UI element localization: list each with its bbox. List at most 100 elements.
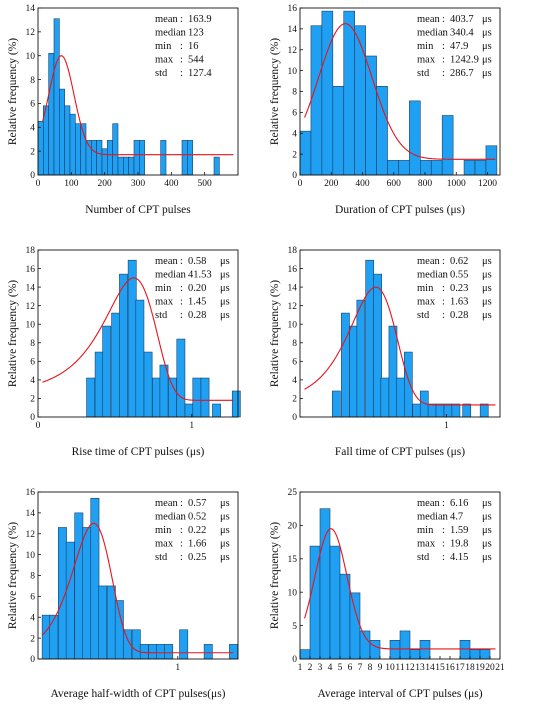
stat-separator: :	[180, 539, 183, 550]
histogram-bar	[395, 377, 405, 418]
x-tick-label: 7	[358, 663, 363, 673]
stat-label: std	[155, 552, 168, 563]
y-tick-label: 2	[30, 634, 35, 644]
stat-unit: μs	[482, 512, 492, 523]
histogram-bar	[329, 545, 341, 660]
stat-label: std	[417, 310, 430, 321]
histogram-bar	[94, 351, 104, 418]
stat-label: min	[155, 41, 172, 52]
histogram-bar	[409, 649, 421, 660]
stat-value: 163.9	[188, 14, 212, 25]
x-tick-label: 4	[328, 663, 333, 673]
histogram-bar	[65, 541, 75, 660]
histogram-bar	[48, 53, 55, 176]
histogram-bar	[229, 644, 238, 660]
stat-value: 1.45	[188, 297, 206, 308]
histogram-bar	[159, 364, 169, 418]
histogram-bar	[117, 156, 124, 176]
stat-separator: :	[180, 55, 183, 66]
histogram-bar	[101, 148, 108, 176]
histogram-bar	[200, 377, 210, 418]
stat-label: max	[417, 297, 436, 308]
y-tick-label: 16	[288, 4, 298, 14]
histogram-bar	[462, 403, 472, 418]
stat-value: 544	[188, 55, 205, 66]
stat-unit: μs	[482, 256, 492, 267]
histogram-bar	[474, 160, 487, 176]
histogram-bar	[399, 630, 411, 660]
stat-label: max	[155, 55, 174, 66]
histogram-bar	[91, 140, 97, 176]
histogram-bar	[356, 299, 366, 418]
histogram-bar	[82, 527, 92, 660]
stat-label: mean	[417, 14, 440, 25]
x-tick-label: 6	[348, 663, 353, 673]
histogram-bar	[90, 497, 100, 660]
stat-value: 0.52	[188, 512, 206, 523]
y-tick-label: 8	[292, 88, 297, 98]
histogram-bar	[299, 130, 312, 176]
gaussian-fit-curve	[304, 528, 496, 650]
histogram-bar	[127, 259, 137, 418]
stat-unit: μs	[220, 512, 230, 523]
y-tick-label: 0	[30, 413, 35, 423]
stat-separator: :	[442, 68, 445, 79]
stat-separator: :	[180, 525, 183, 536]
y-tick-label: 4	[30, 123, 35, 133]
stat-label: median	[417, 28, 449, 39]
histogram-bar	[187, 140, 193, 176]
stat-label: max	[155, 539, 174, 550]
stat-label: std	[417, 552, 430, 563]
stat-separator: :	[442, 310, 445, 321]
x-tick-label: 12	[405, 663, 415, 673]
stat-unit: μs	[482, 498, 492, 509]
x-tick-label: 200	[324, 179, 339, 189]
y-axis-label: Relative frequency (%)	[7, 522, 19, 629]
y-tick-label: 8	[30, 572, 35, 582]
histogram-bar	[59, 88, 65, 176]
histogram-bar	[102, 325, 112, 418]
stat-unit: μs	[220, 283, 230, 294]
histogram-bar	[69, 113, 76, 176]
stat-value: 47.9	[450, 41, 468, 52]
x-tick-label: 3	[318, 663, 323, 673]
y-tick-label: 0	[30, 655, 35, 665]
histogram-bar	[75, 123, 81, 176]
x-tick-label: 800	[418, 179, 433, 189]
histogram-bar	[96, 140, 103, 176]
stat-label: median	[155, 512, 187, 523]
x-tick-label: 20	[485, 663, 495, 673]
stat-unit: μs	[482, 55, 492, 66]
histogram-bar	[380, 377, 390, 418]
x-tick-label: 1	[189, 421, 194, 431]
stat-value: 0.62	[450, 256, 468, 267]
histogram-bar	[441, 115, 454, 176]
stat-separator: :	[180, 552, 183, 563]
stat-value: 1.63	[450, 297, 468, 308]
y-tick-label: 10	[288, 320, 298, 330]
stat-unit: μs	[482, 270, 492, 281]
histogram-bar	[179, 629, 189, 660]
y-tick-label: 18	[288, 246, 298, 256]
histogram-bar	[133, 140, 140, 176]
y-tick-label: 6	[30, 358, 35, 368]
x-axis-label: Number of CPT pulses	[85, 204, 191, 216]
stat-value: 41.53	[188, 270, 212, 281]
histogram-bar	[309, 545, 321, 660]
stat-separator: :	[442, 525, 445, 536]
histogram-bar	[373, 273, 382, 418]
histogram-bar	[112, 123, 119, 176]
x-tick-label: 1	[175, 663, 180, 673]
stat-label: min	[417, 283, 434, 294]
y-tick-label: 12	[26, 28, 36, 38]
y-tick-label: 16	[26, 488, 36, 498]
x-axis-label: Rise time of CPT pulses (μs)	[72, 446, 205, 458]
histogram-bar	[369, 639, 381, 660]
histogram-bar	[164, 644, 174, 660]
x-tick-label: 8	[368, 663, 373, 673]
stat-value: 1.66	[188, 539, 206, 550]
stat-separator: :	[442, 512, 445, 523]
stat-separator: :	[442, 41, 445, 52]
panel-5: 0 2 4 6 8 10 12 14 16 1 Average half-width of CPT …	[7, 488, 239, 700]
